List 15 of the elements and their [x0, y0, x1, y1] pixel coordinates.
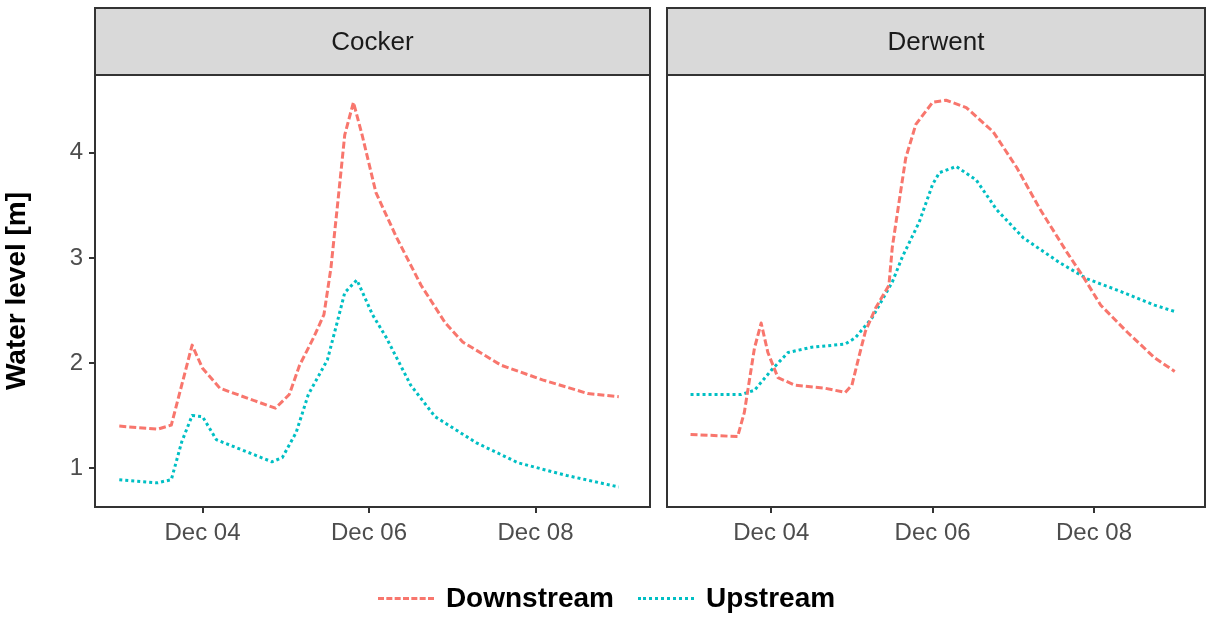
x-tick-label: Dec 06 — [894, 518, 971, 546]
chart-title: Cocker — [331, 25, 415, 56]
y-axis-title: Water level [m] — [0, 191, 31, 391]
x-tick-label: Dec 04 — [733, 518, 810, 546]
y-tick-label: 1 — [69, 452, 83, 480]
legend-label: Upstream — [705, 582, 836, 614]
x-tick-label: Dec 08 — [1056, 518, 1133, 546]
x-tick-label: Dec 06 — [331, 518, 408, 546]
x-tick-label: Dec 04 — [164, 518, 241, 546]
chart-title: Derwent — [887, 25, 986, 56]
x-tick-label: Dec 08 — [497, 518, 574, 546]
y-tick-label: 2 — [69, 347, 83, 375]
legend-label: Downstream — [445, 582, 614, 614]
y-tick-label: 3 — [69, 242, 83, 270]
y-tick-label: 4 — [69, 137, 83, 165]
